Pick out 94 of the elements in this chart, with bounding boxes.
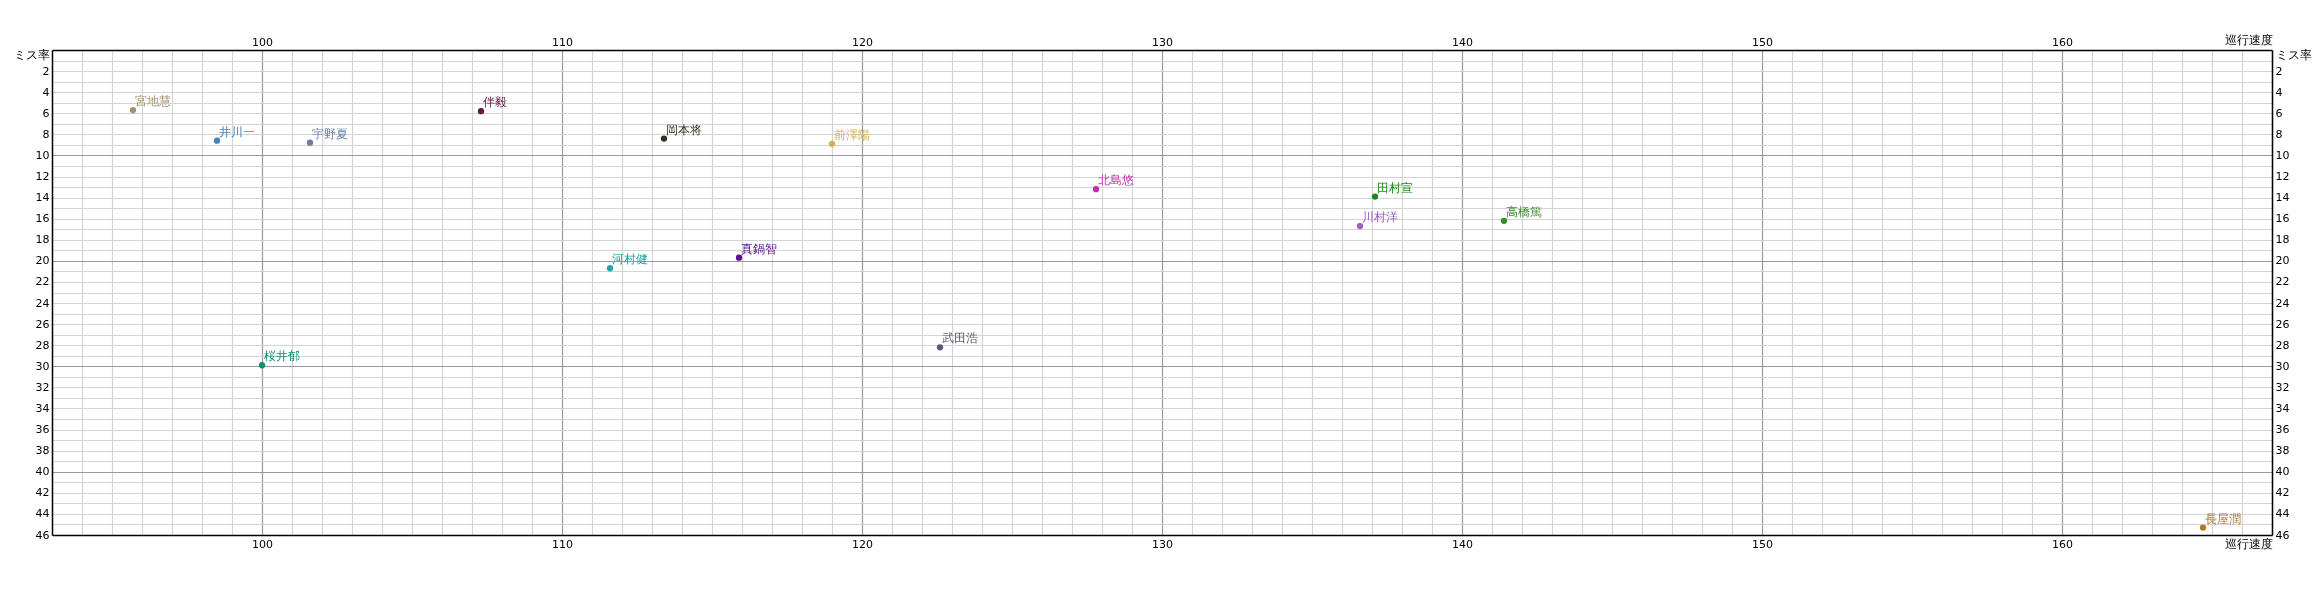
point [1356, 222, 1364, 230]
y2-tick-label: 38 [2275, 444, 2290, 458]
series-label: 川村洋 [1362, 210, 1398, 225]
series-label: 北島悠 [1098, 173, 1134, 188]
point [258, 362, 266, 369]
point [735, 254, 743, 261]
point [306, 139, 314, 146]
series-label: 伴毅 [483, 95, 507, 110]
x2-tick-label: 110 [552, 537, 573, 551]
point [660, 135, 668, 142]
y-tick-label: 32 [35, 380, 50, 394]
y2-tick-label: 10 [2275, 148, 2290, 162]
y2-tick-label: 2 [2275, 64, 2283, 78]
y-tick-label: 46 [35, 528, 50, 542]
point [606, 265, 614, 272]
point [1092, 186, 1100, 193]
y-tick-label: 18 [35, 233, 50, 247]
point [828, 140, 836, 147]
y2-tick-label: 32 [2275, 380, 2290, 394]
y-tick-label: 28 [35, 338, 50, 352]
y-tick-label: 34 [35, 401, 50, 415]
point [477, 108, 485, 115]
x2-tick-label: 160 [2052, 537, 2073, 551]
y2-tick-label: 12 [2275, 170, 2290, 184]
series-label: 宮地慧 [135, 94, 171, 109]
y2-axis-title: ミス率 [2275, 47, 2312, 62]
x-tick-label: 130 [1152, 35, 1173, 49]
y2-tick-label: 8 [2275, 127, 2283, 141]
x-tick-label: 110 [552, 35, 573, 49]
point [1371, 193, 1379, 200]
y-tick-label: 12 [35, 170, 50, 184]
y-tick-label: 10 [35, 148, 50, 162]
y2-tick-label: 46 [2275, 528, 2290, 542]
y2-tick-label: 22 [2275, 275, 2290, 289]
y-tick-label: 44 [35, 507, 50, 521]
y-tick-label: 4 [42, 85, 50, 99]
series-label: 高橋篤 [1506, 204, 1542, 219]
y2-tick-label: 4 [2275, 85, 2283, 99]
y2-tick-label: 6 [2275, 106, 2283, 120]
point [2199, 524, 2207, 531]
y-tick-label: 16 [35, 212, 50, 226]
y2-tick-label: 26 [2275, 317, 2290, 331]
series-label: 真鍋智 [741, 241, 777, 256]
x-axis-title: 巡行速度 [2224, 536, 2273, 551]
y-tick-label: 40 [35, 465, 50, 479]
y2-tick-label: 28 [2275, 338, 2290, 352]
y2-tick-label: 36 [2275, 423, 2290, 437]
series-label: 長屋潤 [2205, 511, 2241, 526]
y2-tick-label: 42 [2275, 486, 2290, 500]
x-tick-label: 150 [1752, 35, 1773, 49]
series-label: 河村健 [612, 252, 648, 267]
series-label: 桜井郁 [264, 349, 300, 364]
x-tick-label: 140 [1452, 35, 1473, 49]
y2-tick-label: 44 [2275, 507, 2290, 521]
x-tick-label: 120 [852, 35, 873, 49]
y2-tick-label: 34 [2275, 401, 2290, 415]
y-tick-label: 42 [35, 486, 50, 500]
x2-tick-label: 140 [1452, 537, 1473, 551]
x-tick-label: 100 [252, 35, 273, 49]
x2-axis-title: 巡行速度 [2224, 32, 2273, 47]
y-tick-label: 14 [35, 191, 50, 205]
series-label: 宇野夏 [312, 126, 348, 141]
series-label: 田村宣 [1377, 180, 1413, 195]
y2-tick-label: 24 [2275, 296, 2290, 310]
series-label: 前澤陽 [834, 127, 870, 142]
x2-tick-label: 100 [252, 537, 273, 551]
y-tick-label: 22 [35, 275, 50, 289]
y-tick-label: 2 [42, 64, 50, 78]
x2-tick-label: 130 [1152, 537, 1173, 551]
y-tick-label: 6 [42, 106, 50, 120]
y2-tick-label: 14 [2275, 191, 2290, 205]
y-tick-label: 30 [35, 359, 50, 373]
series-label: 井川一 [219, 124, 255, 139]
point [129, 106, 137, 114]
x2-tick-label: 150 [1752, 537, 1773, 551]
y-tick-label: 24 [35, 296, 50, 310]
series-label: 岡本将 [666, 122, 702, 137]
y2-tick-label: 16 [2275, 212, 2290, 226]
y2-tick-label: 40 [2275, 465, 2290, 479]
y-tick-label: 26 [35, 317, 50, 331]
y-tick-label: 38 [35, 444, 50, 458]
point [936, 344, 944, 351]
point [213, 137, 221, 144]
y2-tick-label: 18 [2275, 233, 2290, 247]
y-tick-label: 20 [35, 254, 50, 268]
x2-tick-label: 120 [852, 537, 873, 551]
y2-tick-label: 20 [2275, 254, 2290, 268]
point [1500, 217, 1508, 224]
series-label: 武田浩 [942, 331, 978, 346]
y-axis-title: ミス率 [13, 47, 50, 62]
y2-tick-label: 30 [2275, 359, 2290, 373]
y-tick-label: 36 [35, 423, 50, 437]
x-tick-label: 160 [2052, 35, 2073, 49]
y-tick-label: 8 [42, 127, 50, 141]
